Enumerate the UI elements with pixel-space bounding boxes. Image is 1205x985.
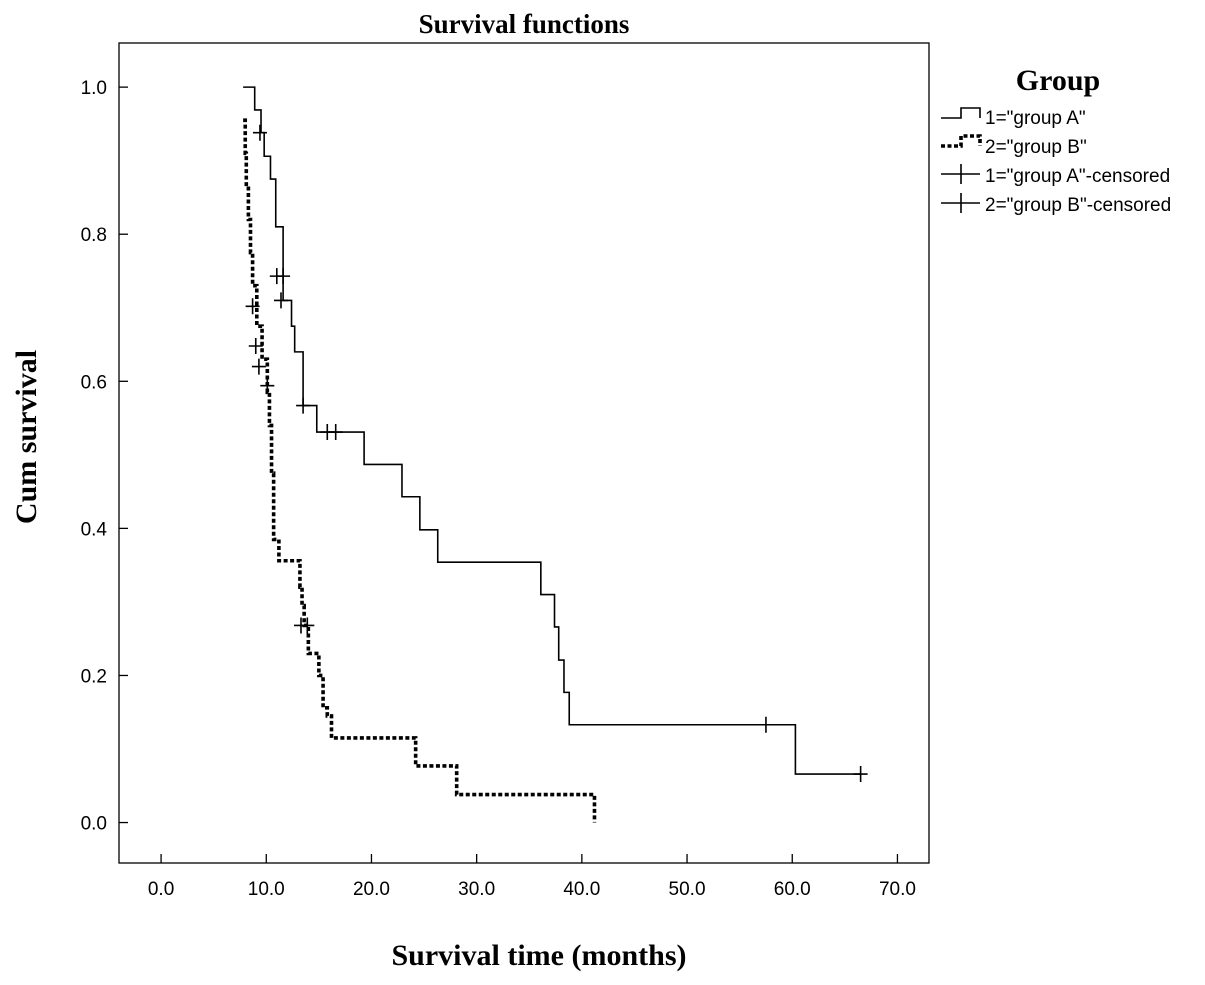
legend-label-group-a-censored: 1="group A"-censored [985,166,1170,187]
y-tick-label: 0.6 [81,372,107,393]
y-axis-label: Cum survival [10,350,43,524]
censor-mark-1 [252,124,267,141]
legend-item-group-a: 1="group A" [941,107,1086,129]
censor-mark-1 [328,424,343,441]
legend-item-group-a-censored: 1="group A"-censored [941,164,1170,187]
legend-title: Group [1016,64,1100,97]
censor-mark-2 [245,298,260,315]
legend-swatch-group-a [941,107,981,119]
legend-label-group-a: 1="group A" [985,108,1086,129]
legend-swatch-group-b [941,134,982,148]
x-tick-label: 0.0 [148,879,174,900]
x-tick-label: 30.0 [458,879,495,900]
chart-title: Survival functions [419,9,630,39]
y-tick-label: 0.2 [81,666,107,687]
legend-swatch-group-b-censored [941,193,980,213]
censor-mark-1 [853,766,868,783]
censor-mark-2 [260,377,275,394]
x-tick-label: 70.0 [879,879,916,900]
censor-mark-2 [300,617,315,634]
legend-item-group-b-censored: 2="group B"-censored [941,193,1171,216]
x-tick-label: 10.0 [248,879,285,900]
legend-item-group-b: 2="group B" [941,134,1087,158]
y-tick-label: 0.4 [81,519,108,540]
series-line-2 [243,118,597,823]
x-tick-label: 50.0 [669,879,706,900]
censor-mark-1 [296,397,311,414]
x-tick-label: 60.0 [774,879,811,900]
censor-mark-1 [274,292,288,309]
x-axis-label: Survival time (months) [392,939,687,972]
x-axis: 0.0 10.0 20.0 30.0 40.0 50.0 60.0 70.0 [148,854,916,900]
y-tick-label: 0.8 [81,225,107,246]
legend-label-group-b-censored: 2="group B"-censored [985,195,1171,216]
censor-mark-2 [251,358,266,375]
censor-mark-1 [276,268,291,285]
legend-swatch-group-a-censored [941,164,980,184]
censor-mark-2 [248,337,263,354]
y-axis: 0.0 0.2 0.4 0.6 0.8 1.0 [81,78,128,835]
x-tick-label: 20.0 [353,879,390,900]
series-layer [243,86,868,823]
plot-frame [118,42,930,864]
censor-mark-1 [758,716,773,733]
legend-label-group-b: 2="group B" [985,137,1087,158]
legend: Group 1="group A" 2="group B" 1="group A… [941,64,1171,216]
y-tick-label: 0.0 [81,814,107,835]
y-tick-label: 1.0 [81,78,107,99]
x-tick-label: 40.0 [563,879,600,900]
